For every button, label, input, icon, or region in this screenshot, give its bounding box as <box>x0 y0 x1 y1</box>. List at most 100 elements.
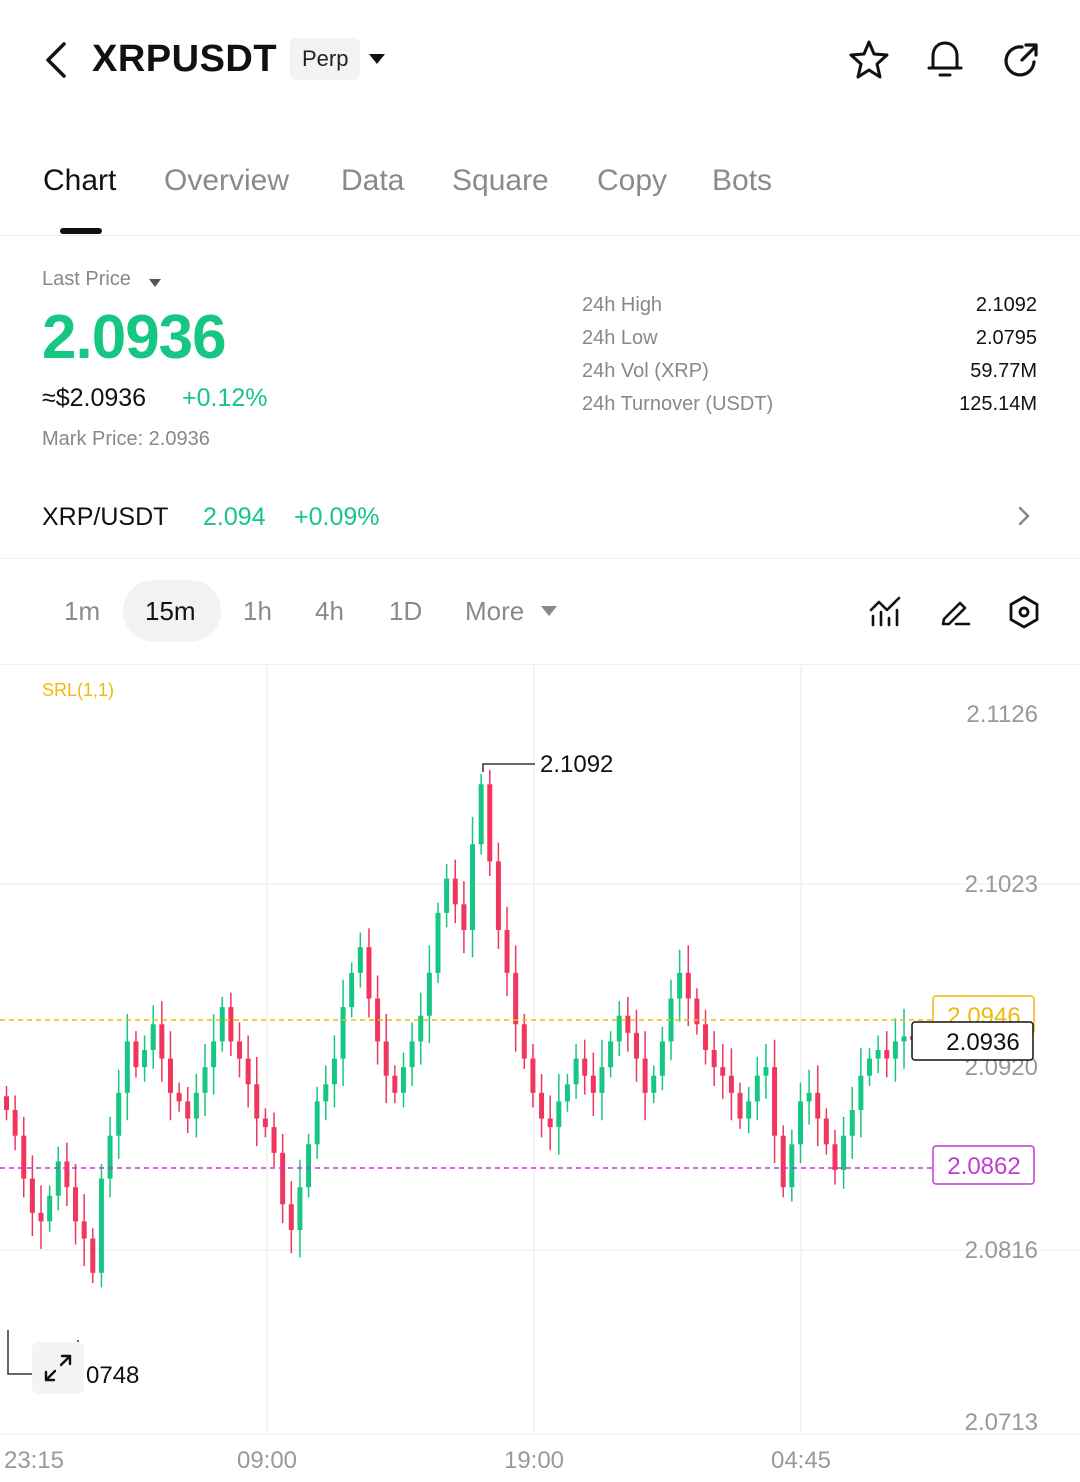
contract-type-badge[interactable]: Perp <box>290 38 361 80</box>
timeframe-15m[interactable]: 15m <box>145 596 196 626</box>
timeframe-1m[interactable]: 1m <box>64 596 101 626</box>
candle-body <box>297 1187 303 1230</box>
candle-body <box>150 1024 156 1050</box>
chevron-right-icon[interactable] <box>1016 504 1032 528</box>
candle-body <box>892 1041 898 1059</box>
candle-body <box>815 1092 821 1119</box>
candle-body <box>124 1041 130 1093</box>
last-price-label[interactable]: Last Price <box>42 268 131 290</box>
y-tick: 2.0816 <box>965 1237 1038 1264</box>
expand-chart-button[interactable] <box>32 1342 84 1394</box>
share-icon[interactable] <box>998 38 1044 84</box>
candle-body <box>409 1041 415 1068</box>
symbol-title[interactable]: XRPUSDT <box>92 38 278 80</box>
candle-body <box>280 1152 286 1205</box>
candle-body <box>331 1058 337 1085</box>
candle-body <box>901 1036 907 1042</box>
tab-copy[interactable]: Copy <box>597 164 668 197</box>
bell-icon[interactable] <box>922 36 968 82</box>
star-icon[interactable] <box>847 38 891 82</box>
candle-body <box>29 1178 35 1213</box>
timeframe-more[interactable]: More <box>465 596 525 626</box>
dropdown-caret-icon[interactable] <box>540 604 558 618</box>
candle-body <box>349 972 355 1008</box>
candle-body <box>789 1144 795 1188</box>
tab-chart[interactable]: Chart <box>43 164 117 197</box>
candle-body <box>797 1101 803 1145</box>
high-annotation-line <box>482 763 535 772</box>
candle-body <box>185 1101 191 1119</box>
candle-body <box>288 1204 294 1230</box>
back-arrow-icon[interactable] <box>38 38 78 82</box>
candle-body <box>245 1058 251 1085</box>
spot-change: +0.09% <box>294 503 380 531</box>
timeframe-1h[interactable]: 1h <box>243 596 272 626</box>
candle-body <box>107 1135 113 1179</box>
candle-body <box>452 878 458 905</box>
candle-body <box>608 1041 614 1068</box>
candle-body <box>694 998 700 1025</box>
candle-body <box>763 1067 769 1076</box>
candle-body <box>858 1075 864 1110</box>
candle-body <box>616 1015 622 1042</box>
candle-body <box>711 1050 717 1068</box>
candle-body <box>677 972 683 999</box>
price-change-percent: +0.12% <box>182 384 268 412</box>
candle-body <box>651 1075 657 1093</box>
expand-arrows-icon <box>44 1354 72 1382</box>
candle-body <box>323 1084 329 1102</box>
stat-label-low: 24h Low <box>582 327 658 349</box>
candle-body <box>875 1050 881 1059</box>
stat-label-high: 24h High <box>582 294 663 316</box>
candlestick-chart[interactable]: 2.1092 2.0748 2.1126 2.1023 2.0920 2.081… <box>0 666 1080 1482</box>
candle-body <box>228 1007 234 1042</box>
candle-body <box>73 1187 79 1222</box>
spot-pair-link[interactable]: XRP/USDT <box>42 503 169 531</box>
dropdown-caret-icon[interactable] <box>148 278 162 288</box>
tab-overview[interactable]: Overview <box>164 164 290 197</box>
timeframe-1d[interactable]: 1D <box>389 596 423 626</box>
candle-body <box>47 1195 53 1222</box>
last-price-tag-box <box>911 1021 1034 1061</box>
candle-body <box>167 1058 173 1093</box>
x-tick: 19:00 <box>504 1447 564 1474</box>
level-lines <box>0 1019 932 1169</box>
candle-body <box>211 1041 217 1068</box>
candle-body <box>573 1058 579 1085</box>
pencil-icon[interactable] <box>938 594 972 628</box>
candle-body <box>366 947 372 999</box>
candle-body <box>495 861 501 930</box>
candle-body <box>133 1041 139 1068</box>
candle-body <box>159 1024 165 1059</box>
candle-body <box>633 1032 639 1059</box>
dropdown-caret-icon[interactable] <box>368 52 386 66</box>
active-tab-indicator <box>60 228 102 234</box>
x-tick: 23:15 <box>4 1447 64 1474</box>
candle-body <box>849 1110 855 1136</box>
candle-body <box>556 1101 562 1128</box>
stat-label-turnover: 24h Turnover (USDT) <box>582 393 774 415</box>
candle-body <box>237 1041 243 1059</box>
candle-body <box>539 1092 545 1119</box>
candle-body <box>254 1084 260 1119</box>
last-price-value: 2.0936 <box>42 303 227 372</box>
candle-body <box>478 784 484 845</box>
indicator-icon[interactable] <box>868 594 902 628</box>
candle-body <box>461 904 467 930</box>
candle-body <box>176 1092 182 1102</box>
settings-hexagon-icon[interactable] <box>1006 594 1042 630</box>
stat-value-volume: 59.77M <box>970 360 1037 382</box>
candle-body <box>668 998 674 1042</box>
indicator-label[interactable]: SRL(1,1) <box>42 680 115 700</box>
candle-body <box>55 1161 61 1196</box>
candle-body <box>116 1092 122 1136</box>
tab-bots[interactable]: Bots <box>712 164 773 197</box>
candle-body <box>340 1007 346 1059</box>
tab-square[interactable]: Square <box>452 164 549 197</box>
candle-body <box>444 878 450 913</box>
candle-body <box>642 1058 648 1093</box>
timeframe-4h[interactable]: 4h <box>315 596 344 626</box>
tab-data[interactable]: Data <box>341 164 405 197</box>
candle-body <box>867 1058 872 1076</box>
candle-body <box>90 1238 96 1273</box>
